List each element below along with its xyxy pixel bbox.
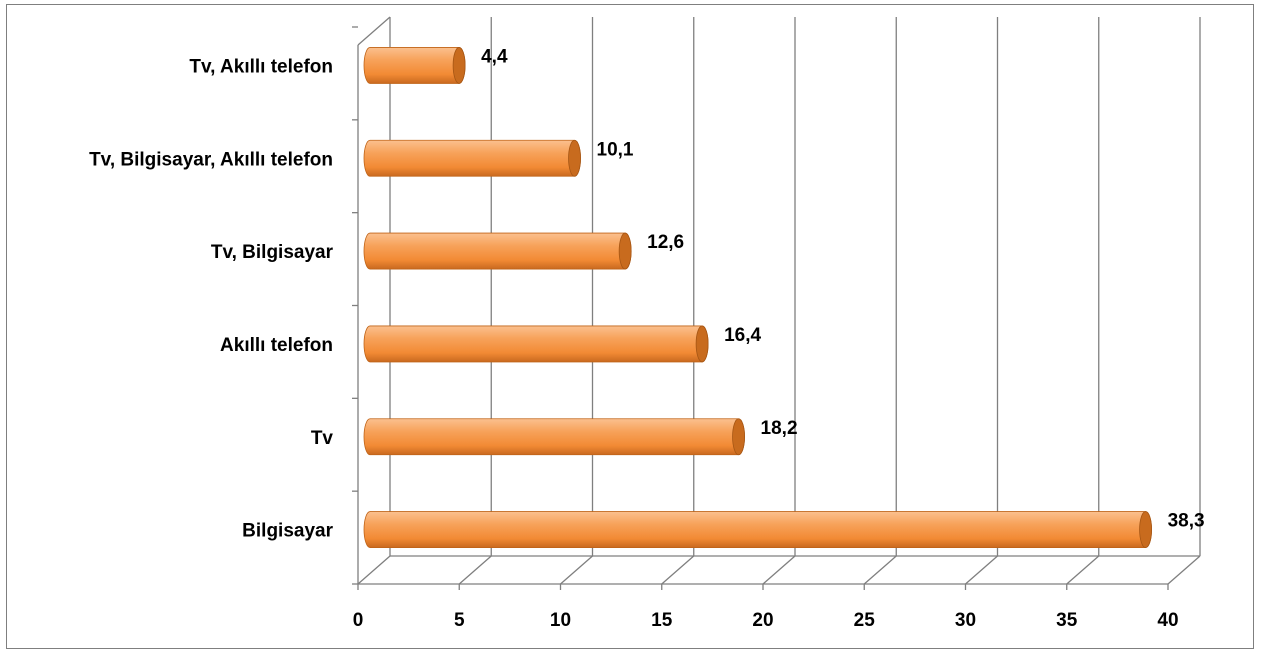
bar-cap	[452, 47, 466, 84]
bar-body	[363, 325, 709, 363]
category-label: Bilgisayar	[242, 521, 333, 542]
bar-cap	[732, 418, 745, 456]
bar-cap	[1139, 511, 1152, 548]
data-label: 38,3	[1168, 511, 1205, 532]
gridlines	[352, 16, 1201, 590]
bar-cap	[695, 325, 709, 363]
bar-cap	[568, 139, 581, 177]
x-tick-label: 5	[454, 610, 465, 631]
data-label: 12,6	[647, 232, 684, 253]
category-label: Tv	[311, 428, 334, 449]
floor-gridline	[661, 555, 695, 585]
data-label: 18,2	[761, 418, 798, 439]
bar-body	[363, 232, 632, 270]
bar-body	[363, 47, 466, 84]
x-tick-label: 10	[550, 610, 571, 631]
category-label: Tv, Bilgisayar	[211, 242, 334, 263]
data-label: 4,4	[481, 46, 508, 67]
bar	[363, 139, 581, 177]
floor-gridline	[965, 555, 998, 585]
category-label: Akıllı telefon	[220, 335, 333, 356]
x-tick-label: 40	[1157, 610, 1178, 631]
floor-gridline	[863, 555, 897, 585]
x-tick-label: 30	[955, 610, 976, 631]
x-tick-label: 15	[651, 610, 673, 631]
bar	[363, 325, 709, 363]
data-label: 16,4	[724, 325, 761, 346]
data-label: 10,1	[597, 139, 634, 160]
x-tick-label: 35	[1056, 610, 1078, 631]
labels: 0 5 10 15 20 25 30 35 40 Bilgisayar 38,3 Tv 18,2 Akıl…	[89, 46, 1204, 631]
floor-gridline	[560, 555, 593, 585]
x-tick-label: 25	[854, 610, 876, 631]
bar-body	[363, 418, 745, 456]
floor-gridline	[458, 555, 492, 585]
floor-gridline	[357, 555, 391, 585]
floor-gridline	[1167, 555, 1201, 585]
floor-gridline	[1066, 555, 1100, 585]
bar-body	[363, 139, 581, 177]
category-label: Tv, Akıllı telefon	[189, 56, 333, 77]
bars	[363, 47, 1152, 548]
bar	[363, 47, 466, 84]
x-tick-label: 0	[353, 610, 364, 631]
x-tick-label: 20	[752, 610, 773, 631]
category-label: Tv, Bilgisayar, Akıllı telefon	[89, 149, 333, 170]
bar	[363, 418, 745, 456]
bar-cap	[618, 232, 632, 270]
bar-body	[363, 511, 1152, 548]
side-wall-top	[357, 16, 391, 46]
floor-gridline	[762, 555, 796, 585]
bar	[363, 511, 1152, 548]
bar	[363, 232, 632, 270]
